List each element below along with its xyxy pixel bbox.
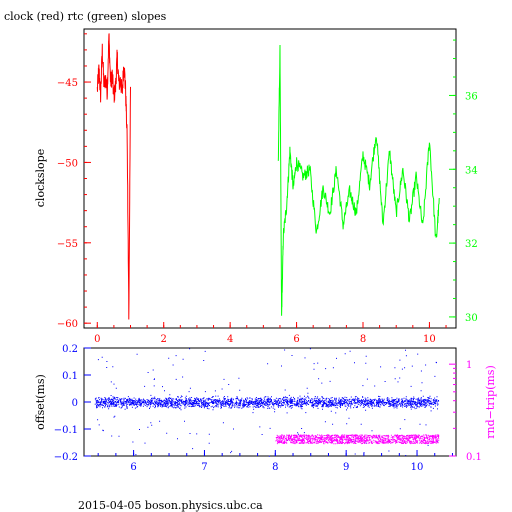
top-ticks: 0 2 4 6 8 10 −45 −50 −55 −60 30 32 34 36 [57,33,478,345]
top-plot-frame [83,28,457,329]
bottom-x-tick-label: 6 [130,462,136,473]
top-y2-tick-label: 34 [465,165,478,176]
top-y-tick-label: −50 [57,158,78,169]
bottom-x-tick-label: 10 [411,462,424,473]
chart-title: clock (red) rtc (green) slopes [4,10,167,23]
bottom-y-tick-label: −0.1 [54,425,78,436]
top-y-tick-label: −55 [57,239,78,250]
top-panel: clockslope 0 2 4 6 8 10 −45 −50 −55 −60 30 32 34 36 [34,28,478,345]
top-series [96,33,440,320]
top-y2-tick-label: 30 [465,313,478,324]
top-y-axis-label: clockslope [34,149,47,207]
bottom-y-tick-label: −0.2 [54,452,78,463]
bottom-y-tick-label: 0.2 [62,344,78,355]
bottom-y-tick-label: 0 [72,398,78,409]
top-y-tick-label: −45 [57,78,78,89]
top-x-tick-label: 2 [161,334,167,345]
bottom-y2-tick-label: 1 [466,360,472,371]
bottom-y-tick-label: 0.1 [62,371,78,382]
footer-text: 2015-04-05 boson.physics.ubc.ca [78,499,263,512]
bottom-y2-tick-label: 0.1 [466,452,482,463]
series-rnd-trip-points [275,434,440,445]
top-x-tick-label: 0 [94,334,100,345]
bottom-ticks: 6 7 8 9 10 0.2 0.1 0 −0.1 −0.2 1 0.1 [54,344,482,473]
bottom-x-tick-label: 9 [343,462,349,473]
series-offset-points [94,348,440,457]
top-x-tick-label: 4 [227,334,233,345]
bottom-y-axis-label: offset(ms) [34,374,47,430]
bottom-x-tick-label: 7 [201,462,207,473]
top-y-tick-label: −60 [57,319,78,330]
bottom-y2-axis-label: rnd−trip(ms) [484,365,497,439]
top-x-tick-label: 6 [293,334,299,345]
bottom-x-tick-label: 8 [272,462,278,473]
bottom-panel: offset(ms) rnd−trip(ms) 6 7 8 9 10 0.2 0.1 0 −0.… [34,344,497,473]
top-y2-tick-label: 36 [465,91,478,102]
series-clock-line [96,33,131,320]
top-y2-tick-label: 32 [465,239,478,250]
top-x-tick-label: 10 [423,334,436,345]
top-x-tick-label: 8 [360,334,366,345]
series-rtc-line [277,44,440,316]
bottom-series [94,348,440,457]
